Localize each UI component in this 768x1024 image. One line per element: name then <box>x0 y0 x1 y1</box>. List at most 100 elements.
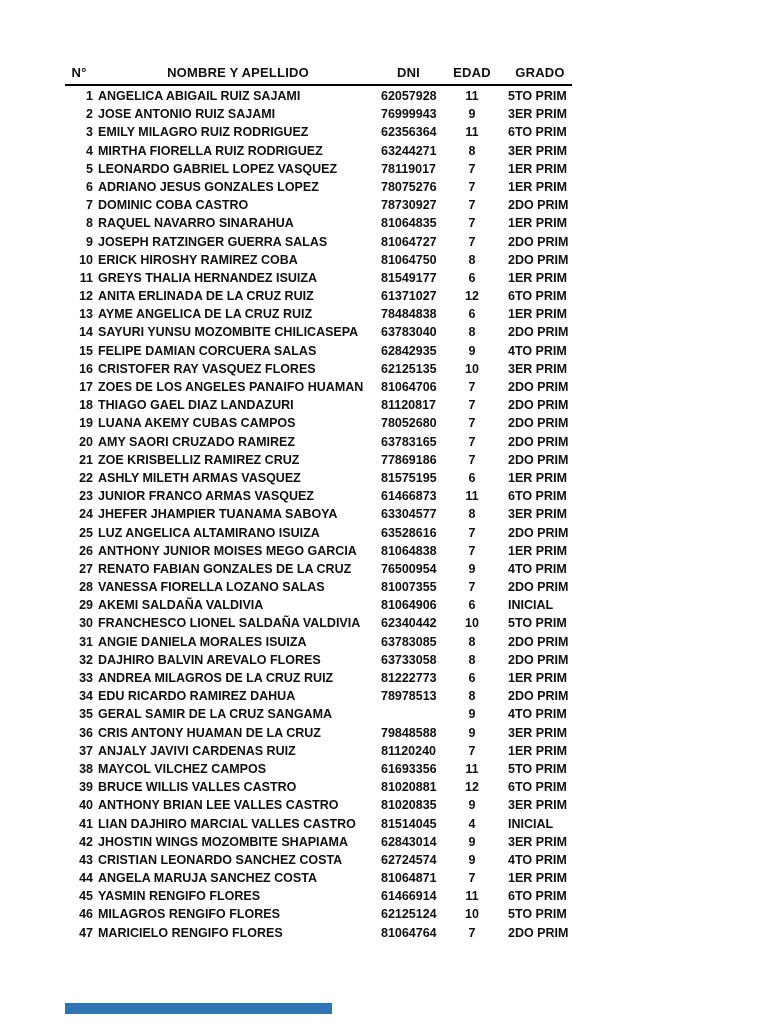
edad-cell: 11 <box>465 89 479 103</box>
table-row: 40 ANTHONY BRIAN LEE VALLES CASTRO 8102083… <box>65 796 572 814</box>
student-name-cell: RAQUEL NAVARRO SINARAHUA <box>98 216 294 231</box>
edad-cell: 8 <box>468 325 476 340</box>
table-header-row: N° NOMBRE Y APELLIDO DNI EDAD GRADO <box>65 62 572 86</box>
table-row: 25 LUZ ANGELICA ALTAMIRANO ISUIZA 63528616… <box>65 524 572 542</box>
grado-cell: 2DO PRIM <box>508 325 569 340</box>
row-number-cell: 39 <box>79 780 93 795</box>
edad-cell: 7 <box>468 580 476 595</box>
table-row: 26 ANTHONY JUNIOR MOISES MEGO GARCIA 81064… <box>65 542 572 560</box>
student-name-cell: ASHLY MILETH ARMAS VASQUEZ <box>98 470 301 485</box>
dni-cell: 61693356 <box>381 761 437 776</box>
column-header-nombre: NOMBRE Y APELLIDO <box>167 65 309 80</box>
table-row: 33 ANDREA MILAGROS DE LA CRUZ RUIZ 8122277… <box>65 669 572 687</box>
dni-cell: 78484838 <box>381 307 437 322</box>
dni-cell: 77869186 <box>381 452 437 467</box>
dni-cell: 62842935 <box>381 343 437 358</box>
grado-cell: 1ER PRIM <box>508 179 568 194</box>
student-name-cell: GREYS THALIA HERNANDEZ ISUIZA <box>98 270 317 285</box>
row-number-cell: 38 <box>79 761 93 776</box>
row-number-cell: 13 <box>79 307 93 322</box>
dni-cell: 81020881 <box>381 780 437 795</box>
row-number-cell: 41 <box>79 816 93 831</box>
edad-cell: 7 <box>468 179 476 194</box>
student-name-cell: AYME ANGELICA DE LA CRUZ RUIZ <box>98 307 313 322</box>
row-number-cell: 4 <box>86 143 93 158</box>
dni-cell: 62843014 <box>381 834 437 849</box>
column-header-numero: N° <box>71 65 87 80</box>
grado-cell: INICIAL <box>508 816 554 831</box>
student-name-cell: JHEFER JHAMPIER TUANAMA SABOYA <box>98 507 338 522</box>
dni-cell: 78119017 <box>381 161 436 176</box>
table-row: 9 JOSEPH RATZINGER GUERRA SALAS 81064727 7 2… <box>65 233 572 251</box>
grado-cell: 2DO PRIM <box>508 198 569 213</box>
dni-cell: 62125135 <box>381 361 437 376</box>
edad-cell: 11 <box>465 889 479 904</box>
table-row: 10 ERICK HIROSHY RAMIREZ COBA 81064750 8 2DO… <box>65 251 572 269</box>
table-row: 19 LUANA AKEMY CUBAS CAMPOS 78052680 7 2DO P… <box>65 414 572 432</box>
grado-cell: 2DO PRIM <box>508 925 569 940</box>
grado-cell: 5TO PRIM <box>508 616 567 631</box>
student-name-cell: ANGIE DANIELA MORALES ISUIZA <box>98 634 307 649</box>
dni-cell: 63783165 <box>381 434 437 449</box>
row-number-cell: 8 <box>86 216 93 231</box>
dni-cell: 63304577 <box>381 507 437 522</box>
row-number-cell: 23 <box>79 489 93 504</box>
table-row: 45 YASMIN RENGIFO FLORES 61466914 11 6TO PRI… <box>65 887 572 905</box>
student-name-cell: LEONARDO GABRIEL LOPEZ VASQUEZ <box>98 161 338 176</box>
edad-cell: 9 <box>468 834 476 849</box>
row-number-cell: 5 <box>86 161 93 176</box>
row-number-cell: 42 <box>79 834 93 849</box>
edad-cell: 9 <box>468 343 476 358</box>
student-name-cell: ZOES DE LOS ANGELES PANAIFO HUAMAN <box>98 380 364 394</box>
edad-cell: 11 <box>465 125 479 140</box>
row-number-cell: 3 <box>86 125 93 140</box>
edad-cell: 6 <box>468 470 476 485</box>
student-name-cell: ANGELICA ABIGAIL RUIZ SAJAMI <box>98 89 301 103</box>
row-number-cell: 16 <box>79 361 93 376</box>
dni-cell: 62356364 <box>381 125 437 140</box>
student-name-cell: YASMIN RENGIFO FLORES <box>98 889 261 904</box>
row-number-cell: 44 <box>79 871 93 886</box>
edad-cell: 11 <box>465 489 479 504</box>
dni-cell: 61466914 <box>381 889 437 904</box>
grado-cell: 1ER PRIM <box>508 543 568 558</box>
dni-cell: 62724574 <box>381 852 437 867</box>
dni-cell: 76999943 <box>381 107 437 122</box>
dni-cell: 61371027 <box>381 289 437 304</box>
student-name-cell: ERICK HIROSHY RAMIREZ COBA <box>98 252 298 267</box>
grado-cell: 1ER PRIM <box>508 671 568 685</box>
row-number-cell: 21 <box>79 452 93 467</box>
edad-cell: 8 <box>468 652 476 667</box>
row-number-cell: 33 <box>79 671 93 685</box>
dni-cell: 81020835 <box>381 798 437 813</box>
edad-cell: 6 <box>468 671 476 685</box>
edad-cell: 7 <box>468 198 476 213</box>
student-name-cell: DOMINIC COBA CASTRO <box>98 198 249 213</box>
row-number-cell: 18 <box>79 398 93 413</box>
edad-cell: 6 <box>468 270 476 285</box>
grado-cell: 3ER PRIM <box>508 725 568 740</box>
student-name-cell: LUANA AKEMY CUBAS CAMPOS <box>98 416 296 431</box>
grado-cell: 2DO PRIM <box>508 580 569 595</box>
row-number-cell: 34 <box>79 689 93 704</box>
row-number-cell: 9 <box>86 234 93 249</box>
row-number-cell: 22 <box>79 470 93 485</box>
grado-cell: 2DO PRIM <box>508 689 569 704</box>
dni-cell: 63783040 <box>381 325 437 340</box>
row-number-cell: 28 <box>79 580 93 595</box>
dni-cell: 78978513 <box>381 689 437 704</box>
dni-cell: 78730927 <box>381 198 437 213</box>
table-row: 39 BRUCE WILLIS VALLES CASTRO 81020881 12 6T… <box>65 778 572 796</box>
student-name-cell: CRISTOFER RAY VASQUEZ FLORES <box>98 361 316 376</box>
dni-cell: 78075276 <box>381 179 437 194</box>
student-name-cell: EMILY MILAGRO RUIZ RODRIGUEZ <box>98 125 309 140</box>
grado-cell: 2DO PRIM <box>508 234 569 249</box>
edad-cell: 10 <box>465 907 479 922</box>
edad-cell: 6 <box>468 307 476 322</box>
table-row: 43 CRISTIAN LEONARDO SANCHEZ COSTA 6272457… <box>65 851 572 869</box>
student-name-cell: BRUCE WILLIS VALLES CASTRO <box>98 780 297 795</box>
row-number-cell: 15 <box>79 343 93 358</box>
edad-cell: 4 <box>468 816 476 831</box>
footer-accent-bar <box>65 1003 332 1014</box>
table-row: 7 DOMINIC COBA CASTRO 78730927 7 2DO PRIM <box>65 196 572 214</box>
